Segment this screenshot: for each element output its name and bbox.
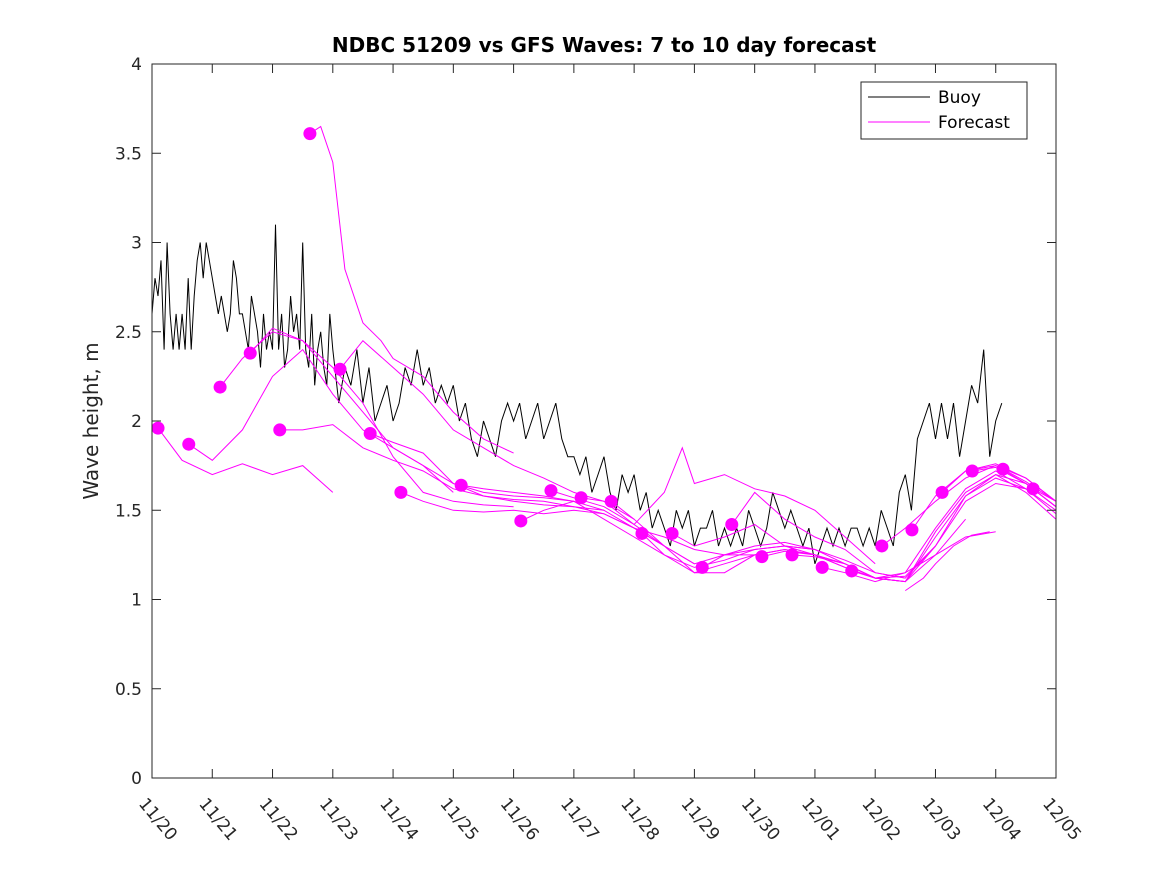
forecast-start-marker <box>935 485 949 499</box>
forecast-line <box>461 484 755 556</box>
x-tick-label: 11/26 <box>496 794 543 844</box>
forecast-line <box>157 427 334 493</box>
forecast-line <box>581 446 876 565</box>
forecast-start-marker <box>815 560 829 574</box>
forecast-line <box>851 474 1057 579</box>
forecast-start-marker <box>363 426 377 440</box>
y-tick-label: 3 <box>131 234 142 254</box>
forecast-line <box>249 327 574 502</box>
forecast-line <box>791 474 1057 583</box>
forecast-line <box>1002 468 1057 502</box>
forecast-line <box>610 500 906 579</box>
forecast-start-marker <box>544 484 558 498</box>
forecast-start-marker <box>604 494 618 508</box>
plot-area <box>151 64 1057 778</box>
x-tick-label: 12/04 <box>978 794 1025 844</box>
forecast-start-marker <box>243 346 257 360</box>
x-tick-label: 11/25 <box>436 794 483 844</box>
y-axis-label: Wave height, m <box>79 342 103 499</box>
forecast-line <box>279 424 605 511</box>
forecast-line <box>972 466 1057 508</box>
x-tick-label: 11/30 <box>737 794 784 844</box>
forecast-start-marker <box>454 478 468 492</box>
forecast-start-marker <box>213 380 227 394</box>
x-tick-label: 11/22 <box>255 794 302 844</box>
forecast-start-marker <box>333 362 347 376</box>
forecast-start-marker <box>965 464 979 478</box>
forecast-start-marker <box>996 462 1010 476</box>
forecast-start-marker <box>303 127 317 141</box>
x-tick-label: 12/05 <box>1038 794 1085 844</box>
forecast-line <box>905 531 990 592</box>
forecast-start-marker <box>845 564 859 578</box>
plot-background <box>152 64 1056 778</box>
forecast-start-marker <box>785 548 799 562</box>
forecast-line <box>219 331 514 508</box>
forecast-start-marker <box>1026 482 1040 496</box>
y-tick-label: 3.5 <box>115 144 142 164</box>
y-tick-label: 0 <box>131 769 142 789</box>
forecast-start-marker <box>151 421 165 435</box>
x-tick-label: 11/29 <box>677 794 724 844</box>
x-tick-label: 12/01 <box>797 794 844 844</box>
forecast-start-marker <box>755 550 769 564</box>
legend-buoy-label: Buoy <box>938 88 981 108</box>
forecast-start-marker <box>905 523 919 537</box>
x-tick-label: 11/28 <box>616 794 663 844</box>
y-tick-label: 1.5 <box>115 501 142 521</box>
forecast-start-marker <box>273 423 287 437</box>
y-tick-label: 2.5 <box>115 323 142 343</box>
x-tick-label: 11/23 <box>315 794 362 844</box>
buoy-series-layer <box>151 224 1003 564</box>
chart-title: NDBC 51209 vs GFS Waves: 7 to 10 day for… <box>332 33 877 57</box>
forecast-series-layer <box>157 125 1057 592</box>
forecast-start-marker <box>182 437 196 451</box>
forecast-start-marker <box>665 526 679 540</box>
x-tick-label: 11/24 <box>375 794 422 844</box>
forecast-start-marker <box>695 560 709 574</box>
x-tick-label: 12/03 <box>918 794 965 844</box>
forecast-line <box>309 125 514 454</box>
forecast-start-marker <box>725 518 739 532</box>
forecast-line <box>731 482 1026 579</box>
x-tick-label: 12/02 <box>857 794 904 844</box>
x-tick-label: 11/20 <box>134 794 181 844</box>
x-tick-label: 11/27 <box>556 794 603 844</box>
y-tick-label: 2 <box>131 412 142 432</box>
legend-box <box>860 81 1028 140</box>
x-tick-label: 11/21 <box>194 794 241 844</box>
y-tick-label: 1 <box>131 591 142 611</box>
forecast-start-marker <box>514 514 528 528</box>
forecast-start-marker <box>635 526 649 540</box>
y-axis: 0 0.5 1 1.5 2 2.5 3 3.5 4 <box>115 55 1056 789</box>
forecast-markers-layer <box>151 127 1040 578</box>
forecast-start-marker <box>574 491 588 505</box>
y-tick-label: 4 <box>131 55 142 75</box>
legend-forecast-label: Forecast <box>938 113 1010 133</box>
buoy-line <box>151 224 1003 564</box>
forecast-start-marker <box>875 539 889 553</box>
legend: Buoy Forecast <box>860 81 1028 140</box>
forecast-start-marker <box>394 485 408 499</box>
y-tick-label: 0.5 <box>115 680 142 700</box>
